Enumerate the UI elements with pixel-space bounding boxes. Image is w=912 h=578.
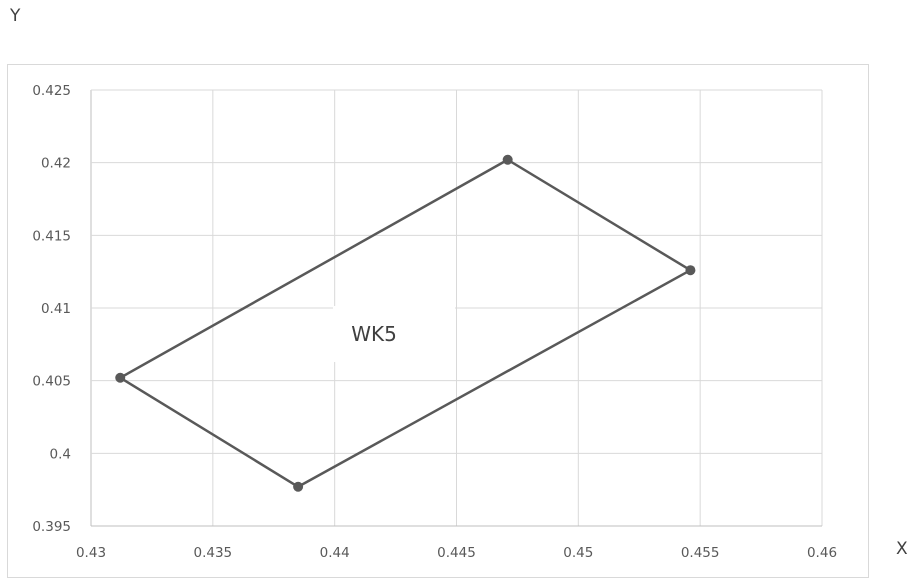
x-tick-label: 0.45 xyxy=(563,545,593,561)
x-tick-label: 0.46 xyxy=(807,545,837,561)
y-tick-label: 0.41 xyxy=(41,301,71,317)
y-axis-title: Y xyxy=(10,6,21,26)
x-tick-label: 0.43 xyxy=(76,545,106,561)
series-annotation-label: WK5 xyxy=(351,322,397,346)
series-line-segment xyxy=(506,158,692,272)
data-point xyxy=(293,481,304,492)
x-tick-label: 0.435 xyxy=(194,545,233,561)
y-tick-label: 0.4 xyxy=(50,446,71,462)
y-tick-label: 0.42 xyxy=(41,156,71,172)
series-line-segment xyxy=(118,158,509,380)
x-tick-label: 0.445 xyxy=(437,545,476,561)
y-tick-label: 0.395 xyxy=(32,519,71,535)
series-line-segment xyxy=(296,268,692,489)
x-tick-label: 0.455 xyxy=(681,545,720,561)
y-tick-label: 0.425 xyxy=(32,83,71,99)
series-line-segment xyxy=(118,376,300,489)
data-point xyxy=(502,154,513,165)
annotation-box: WK5 xyxy=(333,306,455,362)
x-tick-label: 0.44 xyxy=(320,545,350,561)
data-point xyxy=(685,265,696,276)
x-axis-title: X xyxy=(896,539,908,559)
data-point xyxy=(115,372,126,383)
y-tick-label: 0.405 xyxy=(32,374,71,390)
y-tick-label: 0.415 xyxy=(32,228,71,244)
